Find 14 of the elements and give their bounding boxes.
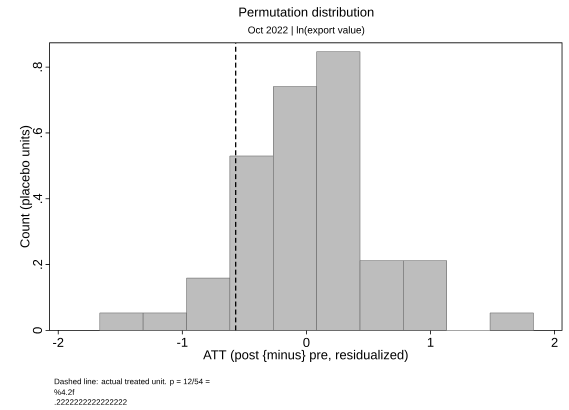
x-tick-label: 2 [552, 338, 558, 347]
chart-title: Permutation distribution [239, 7, 374, 17]
y-tick-label: 0 [32, 327, 42, 334]
y-tick-label: .6 [32, 128, 42, 138]
y-tick-label: .2 [33, 260, 42, 269]
y-axis-title: Count (placebo units) [20, 126, 32, 248]
x-tick-label: -2 [53, 338, 64, 347]
x-tick-label: -1 [177, 338, 188, 347]
chart-subtitle: Oct 2022 | ln(export value) [248, 26, 364, 36]
x-tick-label: 1 [428, 338, 434, 347]
x-axis-title: ATT (post {minus} pre, residualized) [203, 350, 408, 362]
y-tick-label: .8 [32, 62, 42, 72]
x-tick-label: 0 [303, 338, 310, 348]
y-tick-label: .4 [33, 194, 42, 203]
